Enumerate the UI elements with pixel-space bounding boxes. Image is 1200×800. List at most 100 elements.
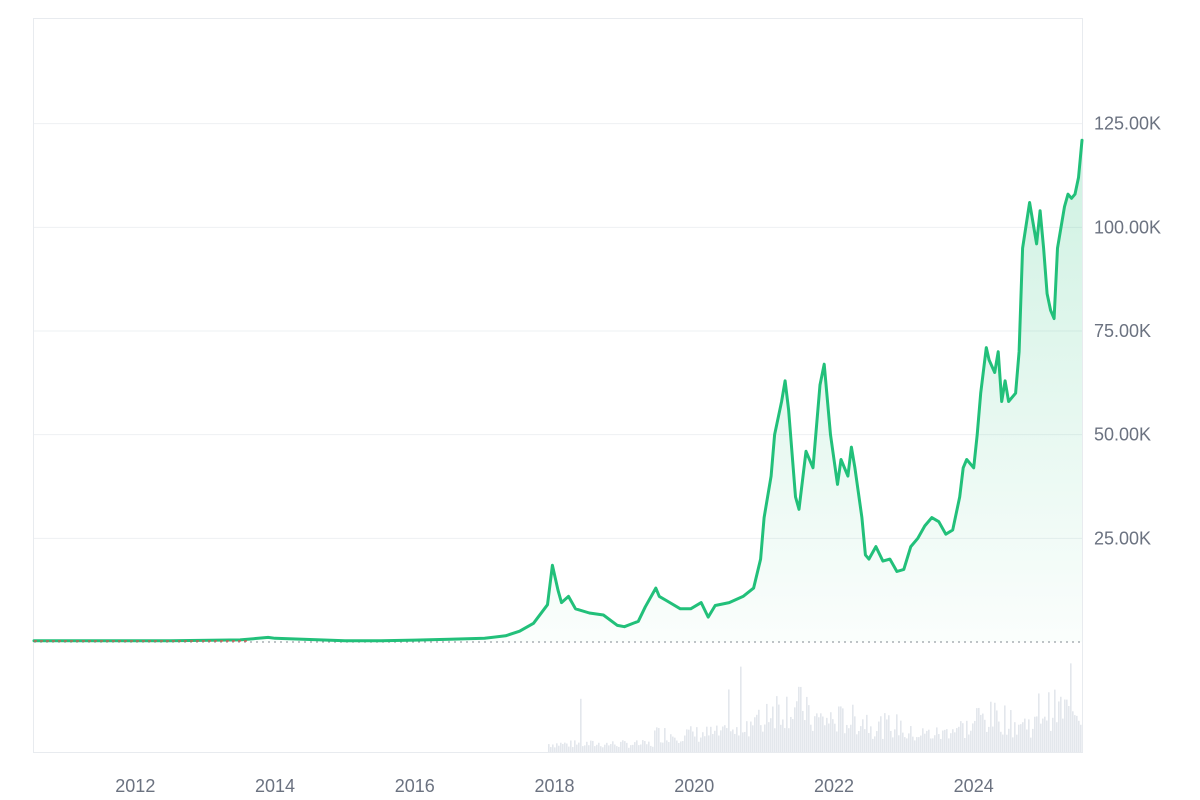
- volume-bar: [620, 741, 622, 752]
- x-tick-label: 2014: [255, 776, 295, 796]
- volume-bar: [762, 731, 764, 752]
- volume-bar: [926, 730, 928, 752]
- volume-bar: [550, 747, 552, 752]
- volume-bar: [574, 740, 576, 752]
- volume-bar: [820, 713, 822, 752]
- volume-bar: [724, 725, 726, 752]
- volume-bar: [902, 732, 904, 752]
- volume-bar: [852, 704, 854, 752]
- volume-bar: [974, 720, 976, 752]
- volume-bar: [1060, 696, 1062, 752]
- volume-bar: [1052, 717, 1054, 752]
- volume-bar: [826, 717, 828, 752]
- volume-bar: [908, 733, 910, 752]
- volume-bar: [632, 744, 634, 752]
- volume-bar: [886, 719, 888, 752]
- volume-bar: [1058, 701, 1060, 752]
- volume-bar: [822, 716, 824, 752]
- volume-bar: [588, 745, 590, 752]
- volume-bar: [860, 726, 862, 752]
- volume-bar: [640, 744, 642, 752]
- volume-bar: [836, 731, 838, 752]
- volume-bar: [686, 729, 688, 752]
- x-tick-label: 2020: [674, 776, 714, 796]
- volume-bar: [960, 721, 962, 752]
- volume-bar: [940, 738, 942, 752]
- volume-bar: [776, 696, 778, 752]
- volume-bar: [730, 731, 732, 752]
- volume-bar: [894, 729, 896, 752]
- volume-bar: [676, 740, 678, 752]
- volume-bar: [658, 728, 660, 752]
- volume-bar: [856, 734, 858, 752]
- volume-bar: [704, 736, 706, 752]
- volume-bar: [750, 721, 752, 752]
- volume-bar: [586, 741, 588, 752]
- volume-bar: [712, 734, 714, 752]
- volume-bar: [662, 742, 664, 752]
- volume-bar: [608, 745, 610, 752]
- volume-bar: [562, 744, 564, 752]
- grid-lines: [34, 123, 1082, 539]
- volume-bar: [700, 737, 702, 752]
- volume-bar: [796, 701, 798, 752]
- volume-bar: [970, 730, 972, 752]
- volume-bar: [816, 713, 818, 752]
- y-tick-label: 75.00K: [1094, 321, 1151, 341]
- volume-bar: [906, 738, 908, 752]
- volume-bar: [740, 666, 742, 752]
- volume-bar: [718, 735, 720, 752]
- volume-bar: [552, 744, 554, 752]
- x-axis-ticks: 2012 2014 2016 2018 2020 2022 2024: [115, 776, 993, 796]
- volume-bar: [978, 707, 980, 752]
- volume-bar: [592, 740, 594, 752]
- volume-bar: [1020, 724, 1022, 752]
- volume-bar: [998, 721, 1000, 752]
- volume-bar: [1024, 718, 1026, 752]
- volume-bar: [648, 741, 650, 752]
- volume-bar: [842, 708, 844, 752]
- volume-bar: [660, 742, 662, 752]
- volume-bar: [1078, 720, 1080, 752]
- volume-bar: [802, 710, 804, 752]
- volume-bar: [838, 706, 840, 752]
- volume-bar: [670, 734, 672, 752]
- volume-bar: [680, 741, 682, 752]
- volume-bar: [904, 737, 906, 752]
- volume-bar: [1032, 728, 1034, 752]
- volume-bar: [650, 745, 652, 752]
- volume-bar: [626, 742, 628, 752]
- volume-bar: [614, 744, 616, 752]
- price-line[interactable]: [32, 138, 1084, 643]
- volume-bar: [798, 686, 800, 752]
- volume-bar: [598, 742, 600, 752]
- volume-bar: [948, 738, 950, 752]
- volume-bar: [618, 746, 620, 752]
- volume-bar: [774, 728, 776, 752]
- volume-bar: [568, 746, 570, 752]
- volume-bar: [950, 733, 952, 752]
- volume-bar: [920, 735, 922, 752]
- volume-bar: [892, 737, 894, 752]
- volume-bar: [634, 742, 636, 752]
- volume-bar: [770, 718, 772, 752]
- volume-bar: [722, 726, 724, 752]
- volume-bar: [584, 745, 586, 752]
- volume-bar: [646, 744, 648, 752]
- volume-bar: [594, 746, 596, 752]
- volume-bar: [668, 742, 670, 752]
- volume-bar: [744, 731, 746, 752]
- volume-bar: [844, 733, 846, 752]
- volume-bar: [954, 732, 956, 752]
- volume-bar: [870, 726, 872, 752]
- volume-bar: [952, 729, 954, 752]
- volume-bar: [1050, 730, 1052, 752]
- volume-bar: [1044, 716, 1046, 752]
- volume-bar: [578, 742, 580, 752]
- volume-bar: [710, 726, 712, 752]
- volume-bar: [972, 723, 974, 752]
- volume-bar: [678, 742, 680, 752]
- volume-bar: [772, 706, 774, 752]
- volume-bar: [672, 736, 674, 752]
- volume-bar: [692, 731, 694, 752]
